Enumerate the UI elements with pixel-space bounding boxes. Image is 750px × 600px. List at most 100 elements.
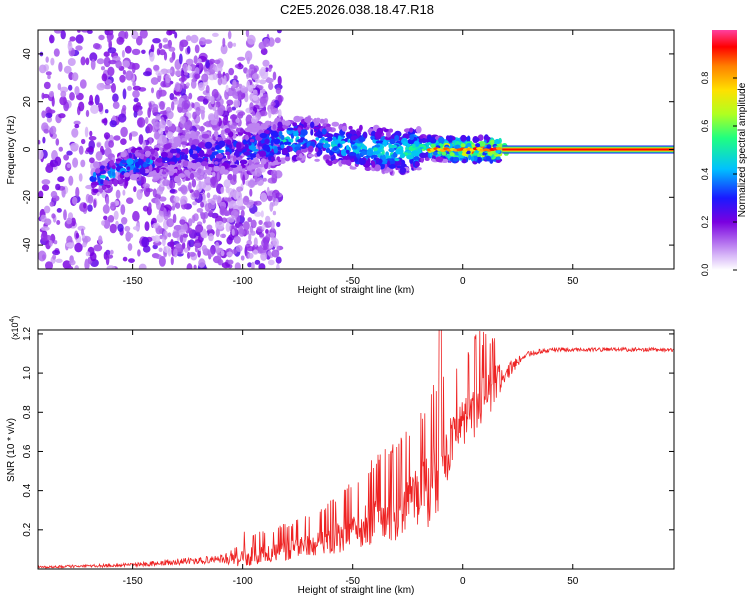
- spectrogram-cell: [192, 111, 197, 120]
- spectrogram-cell: [198, 126, 205, 132]
- spectrogram-cell: [129, 173, 138, 181]
- spectrogram-cell: [227, 216, 235, 223]
- spectrogram-cell: [124, 45, 132, 54]
- spectrogram-cell: [224, 128, 231, 134]
- spectrogram-cell: [158, 42, 163, 50]
- spectrogram-cell: [55, 138, 60, 146]
- spectrogram-cell: [303, 122, 307, 129]
- spectrogram-cell: [103, 51, 110, 57]
- spectrogram-cell: [283, 141, 292, 145]
- spectrogram-cell: [495, 159, 501, 163]
- colorbar-tick-label: 0.0: [700, 264, 710, 277]
- spectrogram-cell: [341, 125, 347, 132]
- spectrogram-cell: [346, 133, 353, 139]
- spectrogram-cell: [40, 226, 50, 231]
- spectrogram-cell: [66, 150, 73, 156]
- spectrogram-cell: [228, 67, 235, 76]
- colorbar: 0.0 0.2 0.4 0.6 0.8 Normalized spectral ampl…: [700, 30, 748, 276]
- spectrogram-cell: [57, 176, 65, 183]
- spectrogram-cell: [105, 254, 110, 266]
- spectrogram-cell: [169, 148, 177, 154]
- spectrogram-cell: [197, 142, 206, 148]
- spectrogram-cell: [339, 140, 346, 144]
- spectrogram-cell: [332, 146, 338, 152]
- spectrogram-cell: [120, 151, 127, 158]
- spectrogram-cell: [87, 30, 93, 34]
- spectrogram-cell: [138, 263, 147, 269]
- spectrogram-cell: [292, 122, 297, 127]
- spectrogram-cell: [105, 196, 110, 206]
- spectrogram-cell: [287, 130, 291, 135]
- spectrogram-cell: [321, 137, 325, 141]
- spectrogram-cell: [307, 145, 314, 153]
- spectrogram-cell: [423, 145, 427, 151]
- spectrogram-cell: [305, 126, 310, 130]
- spectrogram-cell: [264, 138, 270, 145]
- spectrogram-cell: [41, 179, 51, 185]
- spectrogram-cell: [115, 189, 121, 199]
- spectrogram-cell: [178, 173, 186, 178]
- spectrogram-cell: [231, 106, 236, 111]
- spectrogram-cell: [220, 44, 228, 55]
- spectrogram-cell: [193, 242, 202, 248]
- spectrogram-cell: [249, 139, 255, 143]
- spectrogram-cell: [419, 152, 427, 158]
- spectrogram-cell: [427, 137, 435, 142]
- spectrogram-cell: [121, 217, 128, 225]
- spectrogram-cell: [277, 121, 283, 128]
- snr-frame: [37, 329, 675, 570]
- spectrogram-cell: [223, 179, 231, 189]
- spectrogram-cell: [205, 59, 211, 69]
- spectrogram-cell: [185, 58, 194, 66]
- spectrogram-cell: [99, 175, 107, 179]
- x-tick-label: -150: [123, 576, 143, 587]
- spectrogram-cell: [167, 232, 172, 238]
- spectrogram-cell: [419, 138, 428, 143]
- spectrogram-cell: [430, 143, 436, 148]
- spectrogram-cell: [473, 153, 478, 162]
- spectrogram-cell: [132, 210, 140, 222]
- spectrogram-cell: [269, 162, 277, 166]
- spectrogram-cell: [214, 109, 219, 120]
- spectrogram-cell: [189, 137, 193, 144]
- spectrogram-cell: [213, 130, 219, 137]
- spectrogram-cell: [197, 168, 202, 174]
- spectrogram-cell: [238, 62, 242, 68]
- spectrogram-cell: [159, 147, 164, 151]
- spectrogram-cell: [251, 127, 258, 133]
- spectrogram-cell: [191, 178, 197, 188]
- spectrogram-cell: [179, 116, 186, 124]
- spectrogram-cell: [389, 137, 396, 145]
- spectrogram-cell: [251, 110, 255, 117]
- spectrogram-cell: [245, 134, 249, 141]
- spectrogram-cell: [111, 83, 116, 93]
- spectrogram-cell: [260, 110, 268, 117]
- spectrogram-cell: [233, 235, 241, 244]
- spectrogram-cell: [256, 177, 264, 186]
- spectrogram-cell: [286, 127, 294, 131]
- spectrogram-cell: [271, 201, 275, 207]
- spectrogram-cell: [41, 184, 50, 191]
- spectrogram-cell: [119, 74, 126, 83]
- spectrogram-cell: [110, 201, 116, 207]
- spectrogram-cell: [361, 150, 367, 156]
- spectrogram-cell: [325, 147, 331, 153]
- spectrogram-cell: [204, 176, 212, 186]
- spectrogram-cell: [189, 172, 195, 180]
- spectrogram-cell: [201, 133, 210, 139]
- spectrogram-cell: [411, 150, 419, 157]
- spectrogram-cell: [79, 79, 87, 89]
- spectrogram-cell: [179, 219, 186, 225]
- spectrogram-cell: [253, 72, 257, 79]
- spectrogram-cell: [239, 159, 248, 165]
- spectrogram-cell: [184, 154, 188, 161]
- spectrogram-cell: [162, 179, 171, 187]
- spectrogram-cell: [487, 151, 493, 156]
- spectrogram-cell: [182, 160, 189, 168]
- spectrogram-cell: [376, 157, 380, 163]
- spectrogram-cell: [409, 134, 415, 141]
- spectrogram-cell: [371, 160, 376, 168]
- spectrogram-y-ticks: -40 -20 0 20 40: [22, 48, 674, 252]
- spectrogram-cell: [151, 103, 159, 111]
- spectrogram-cell: [148, 137, 153, 145]
